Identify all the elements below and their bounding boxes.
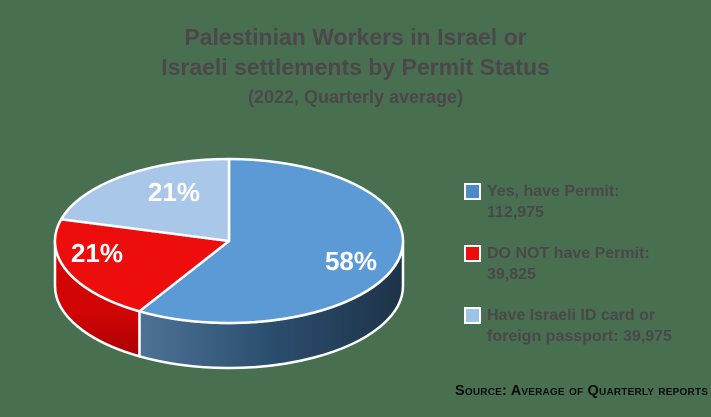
pie-label-do-not-have-permit: 21%	[71, 238, 123, 268]
chart-title-line-2: Israeli settlements by Permit Status	[161, 54, 550, 80]
legend-swatch-red-icon	[464, 245, 481, 262]
pie-chart-3d: 58% 21% 21%	[53, 157, 405, 370]
pie-label-israeli-id-or-passport: 21%	[148, 177, 200, 207]
legend-label-do-not-have-permit: DO NOT have Permit: 39,825	[487, 243, 650, 285]
legend-line: foreign passport: 39,975	[487, 328, 672, 345]
legend-item-yes-have-permit: Yes, have Permit: 112,975	[464, 181, 709, 223]
legend-label-yes-have-permit: Yes, have Permit: 112,975	[487, 181, 620, 223]
legend-line: DO NOT have Permit:	[487, 245, 650, 262]
source-note: Source: Average of Quarterly reports	[455, 383, 709, 399]
legend-line: 39,825	[487, 266, 536, 283]
legend-item-israeli-id-or-passport: Have Israeli ID card or foreign passport…	[464, 305, 709, 347]
pie-slice-do-not-have-permit	[53, 217, 231, 313]
legend-swatch-lightblue-icon	[464, 307, 481, 324]
pie-label-yes-have-permit: 58%	[325, 246, 377, 276]
chart-legend: Yes, have Permit: 112,975 DO NOT have Pe…	[464, 181, 709, 367]
pie-slice-israeli-id-or-passport	[59, 157, 231, 243]
chart-title-line-1: Palestinian Workers in Israel or	[184, 24, 527, 50]
chart-title-block: Palestinian Workers in Israel or Israeli…	[0, 22, 711, 110]
legend-line: 112,975	[487, 204, 544, 221]
legend-line: Yes, have Permit:	[487, 183, 620, 200]
legend-label-israeli-id-or-passport: Have Israeli ID card or foreign passport…	[487, 305, 672, 347]
chart-subtitle: (2022, Quarterly average)	[247, 87, 464, 107]
pie-slice-yes-have-permit	[138, 157, 405, 325]
legend-swatch-blue-icon	[464, 183, 481, 200]
legend-item-do-not-have-permit: DO NOT have Permit: 39,825	[464, 243, 709, 285]
legend-line: Have Israeli ID card or	[487, 307, 656, 324]
